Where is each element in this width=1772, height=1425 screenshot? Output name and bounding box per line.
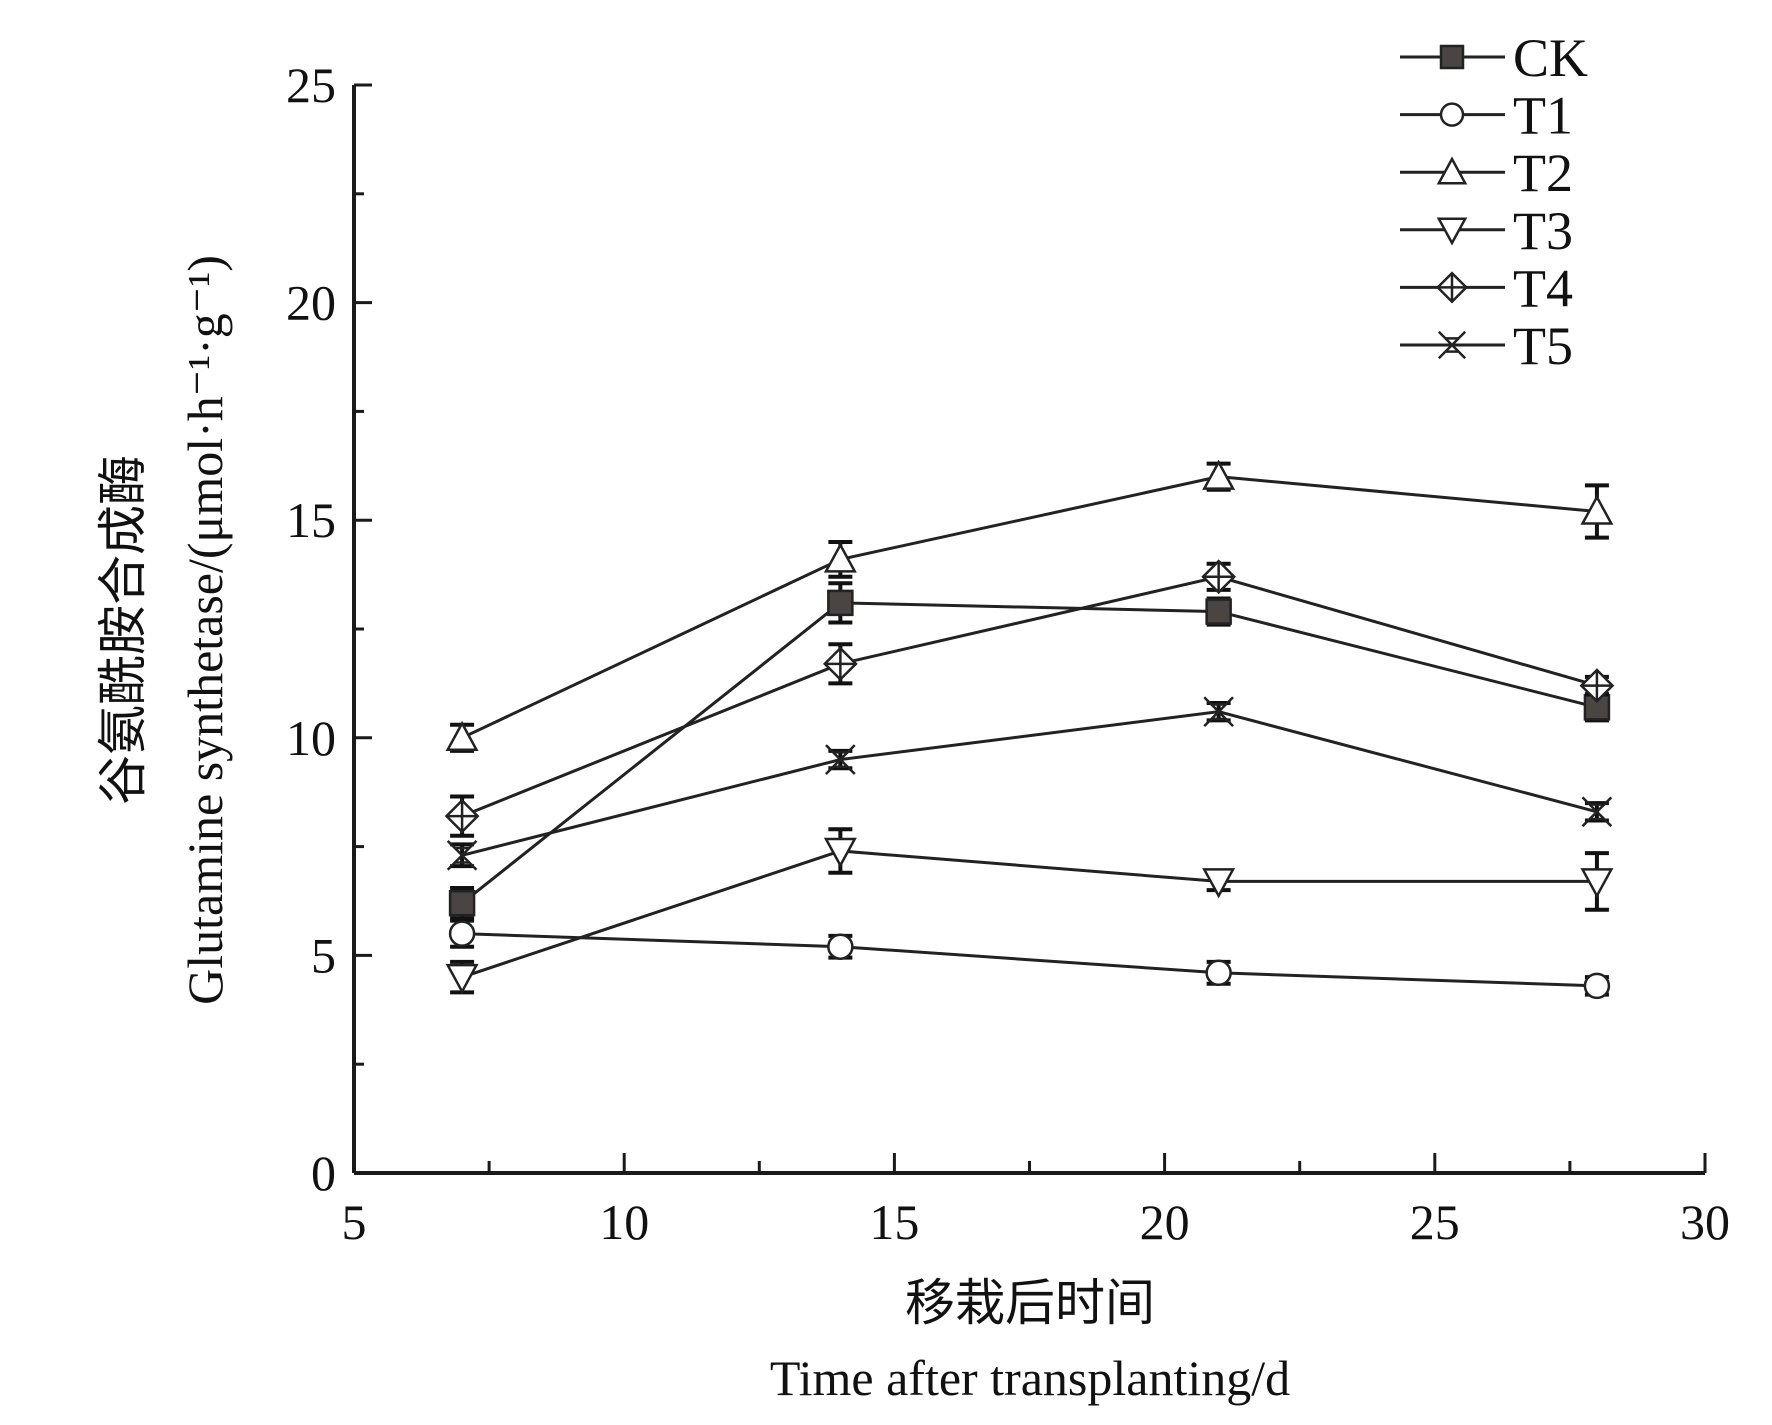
series-line-t1 [462, 932, 1597, 988]
series-t3 [445, 827, 1614, 995]
legend-label: T4 [1513, 258, 1573, 318]
y-tick-label: 15 [286, 492, 336, 548]
data-point [1202, 459, 1236, 490]
data-point [444, 798, 480, 834]
legend-item-t1: T1 [1400, 86, 1573, 146]
series-line-t5 [461, 710, 1598, 857]
triangle-up-marker [1436, 156, 1468, 185]
circle-marker [827, 933, 854, 960]
series-line-t3 [461, 849, 1597, 979]
x-marker-b [446, 840, 478, 871]
legend-item-t3: T3 [1400, 201, 1573, 261]
data-point [823, 837, 857, 868]
triangle-down-marker [1436, 217, 1468, 246]
y-tick-label: 20 [286, 275, 336, 331]
data-point [1580, 868, 1614, 899]
x-tick-label: 5 [342, 1194, 367, 1250]
data-point [1583, 972, 1611, 1000]
triangle-up-marker [1580, 494, 1614, 525]
data-point [823, 542, 857, 573]
square-marker [448, 889, 476, 917]
data-point [1205, 959, 1232, 987]
y-tick-label: 25 [286, 57, 336, 113]
series-line-ck [461, 601, 1598, 905]
data-point [448, 920, 476, 947]
square-marker [1439, 44, 1465, 70]
triangle-up-marker [445, 720, 479, 752]
triangle-up-marker [1202, 459, 1236, 490]
data-point [1203, 696, 1234, 727]
triangle-down-marker [445, 963, 479, 995]
circle-marker [1583, 972, 1611, 1000]
square-marker [827, 589, 854, 617]
square-marker [1205, 598, 1232, 625]
legend-item-ck: CK [1400, 28, 1588, 88]
data-point [448, 889, 476, 917]
x-marker-b [1581, 796, 1613, 828]
y-axis-title: Glutamine synthetase/(μmol·h⁻¹·g⁻¹) [177, 255, 233, 1005]
series-line-t4 [461, 575, 1598, 818]
y-tick-label: 10 [286, 710, 336, 766]
data-point [825, 744, 856, 775]
x-axis-title: Time after transplanting/d [770, 1350, 1290, 1406]
data-point [445, 720, 479, 752]
x-marker-b [825, 744, 856, 775]
y-tick-label: 5 [311, 927, 336, 983]
data-point [1580, 494, 1614, 525]
legend-label: T3 [1513, 201, 1573, 261]
circle-marker [1439, 102, 1465, 127]
legend-label: T2 [1513, 143, 1573, 203]
data-point [1579, 668, 1615, 703]
series-layer [444, 459, 1615, 1000]
circle-marker [448, 920, 476, 947]
series-t4 [444, 559, 1615, 838]
data-point [1581, 796, 1613, 828]
data-point [446, 840, 478, 871]
triangle-up-marker [823, 542, 857, 573]
circle-marker [1205, 959, 1232, 987]
legend-item-t5: T5 [1400, 316, 1573, 376]
series-line-t2 [461, 475, 1598, 740]
triangle-down-marker [823, 837, 857, 868]
y-axis-title-cn: 谷氨酰胺合成酶 [95, 455, 151, 805]
series-t2 [445, 459, 1614, 753]
data-point [822, 646, 858, 682]
series-t5 [446, 696, 1613, 871]
data-point [1202, 868, 1236, 899]
series-t1 [448, 918, 1611, 1000]
data-point [445, 963, 479, 995]
x-tick-label: 30 [1680, 1194, 1730, 1250]
x-marker-b [1203, 696, 1234, 727]
legend-item-t4: T4 [1400, 258, 1573, 318]
x-tick-label: 15 [869, 1194, 919, 1250]
triangle-down-marker [1202, 868, 1236, 899]
legend-item-t2: T2 [1400, 143, 1573, 203]
data-point [1201, 559, 1237, 595]
x-tick-label: 10 [599, 1194, 649, 1250]
data-point [827, 933, 854, 960]
x-marker-b [1437, 330, 1467, 360]
legend-label: T1 [1513, 86, 1573, 146]
x-tick-label: 20 [1140, 1194, 1190, 1250]
legend-label: CK [1513, 28, 1588, 88]
legend-label: T5 [1513, 316, 1573, 376]
data-point [1205, 598, 1232, 625]
data-point [827, 589, 854, 617]
x-tick-label: 25 [1410, 1194, 1460, 1250]
y-tick-label: 0 [311, 1145, 336, 1201]
triangle-down-marker [1580, 868, 1614, 899]
x-axis-title-cn: 移栽后时间 [905, 1275, 1155, 1331]
